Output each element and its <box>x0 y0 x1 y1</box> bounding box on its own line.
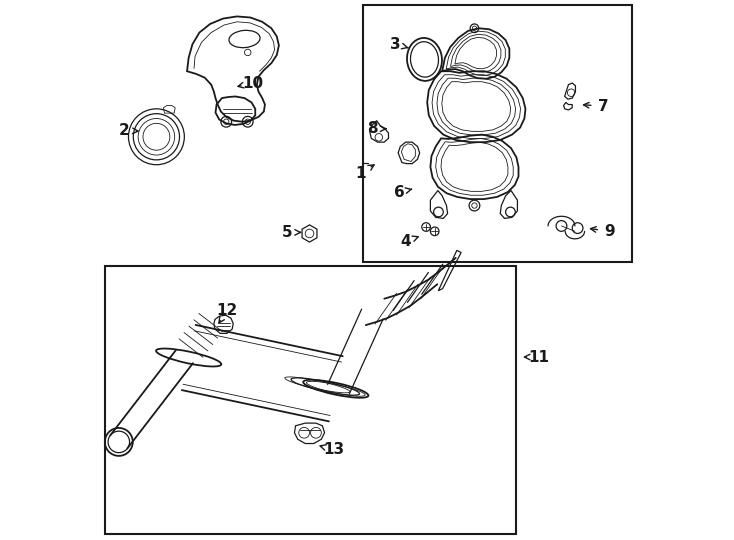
Text: 8: 8 <box>367 121 378 136</box>
Text: 3: 3 <box>390 37 401 52</box>
Text: 4: 4 <box>400 234 411 249</box>
Text: 11: 11 <box>528 349 550 364</box>
Bar <box>105 266 516 534</box>
Text: 9: 9 <box>605 224 615 239</box>
Bar <box>363 5 632 262</box>
Text: 2: 2 <box>119 123 129 138</box>
Text: 13: 13 <box>323 442 344 457</box>
Text: 5: 5 <box>282 225 293 240</box>
Text: 10: 10 <box>242 76 264 91</box>
Text: 6: 6 <box>394 185 404 200</box>
Text: 12: 12 <box>217 303 238 318</box>
Text: 1: 1 <box>355 166 366 181</box>
Text: 7: 7 <box>598 99 608 113</box>
